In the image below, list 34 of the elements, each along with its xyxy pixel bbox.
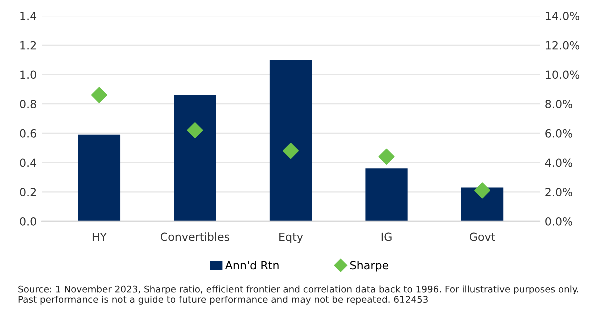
point <box>283 143 299 160</box>
bar <box>366 168 408 222</box>
x-tick-label: HY <box>92 232 108 242</box>
y-tick-label: 0.0 <box>20 217 36 226</box>
point <box>187 122 204 138</box>
point <box>474 182 491 199</box>
x-tick-label: Eqty <box>280 232 304 244</box>
x-tick-label: Govt <box>470 232 496 242</box>
y-tick-label: 1.4 <box>20 12 37 20</box>
y2-tick-label: 12.0% <box>546 41 580 50</box>
y-tick-label: 1.2 <box>20 41 36 50</box>
y-tick-label: 0.2 <box>20 188 36 197</box>
y-tick-label: 0.6 <box>20 129 36 138</box>
y2-tick-label: 0.0% <box>546 217 572 226</box>
y2-tick-label: 6.0% <box>546 129 572 138</box>
legend-label: Ann'd Rtn <box>225 261 279 270</box>
y-tick-label: 1.0 <box>20 70 36 80</box>
y2-tick-label: 4.0% <box>545 158 572 168</box>
bar <box>174 95 216 222</box>
y2-tick-label: 2.0% <box>546 188 572 197</box>
y-tick-label: 0.4 <box>20 158 37 168</box>
bar <box>78 134 121 222</box>
point <box>91 87 108 104</box>
source-note: Source: 1 November 2023, Sharpe ratio, efficient frontier and correlation data back to 1996. For illustrative purposes only. Past performance is not a guide to future performance and may not be repeated. 612453 <box>18 286 578 305</box>
bar <box>461 188 504 222</box>
point <box>378 148 395 165</box>
x-tick-label: IG <box>382 232 392 242</box>
y2-tick-label: 14.0% <box>546 12 580 20</box>
x-tick-label: Convertibles <box>160 232 230 242</box>
legend-label: Sharpe <box>350 261 389 272</box>
y-tick-label: 0.8 <box>20 100 36 108</box>
y2-tick-label: 8.0% <box>546 100 572 108</box>
bar <box>270 60 312 222</box>
y2-tick-label: 10.0% <box>546 70 580 80</box>
